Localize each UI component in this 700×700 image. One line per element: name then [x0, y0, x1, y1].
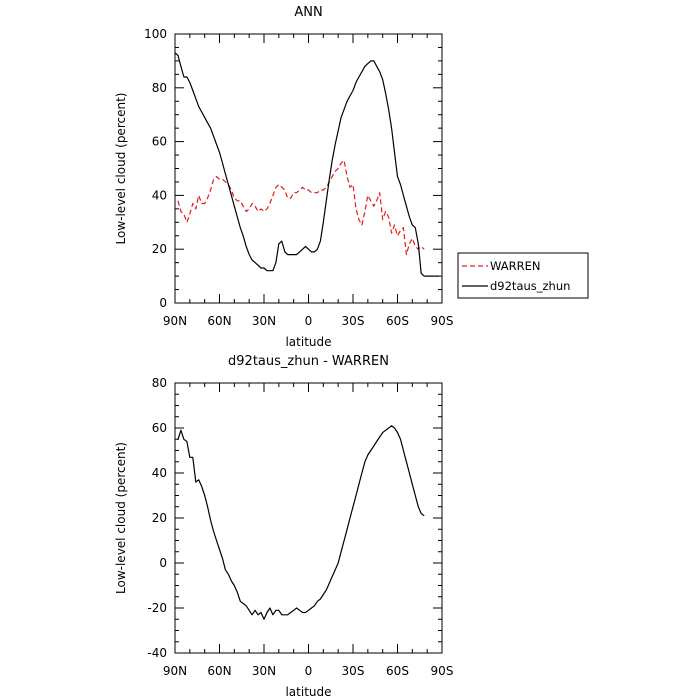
- y-tick-label: 40: [152, 466, 167, 480]
- y-tick-label: 40: [152, 188, 167, 202]
- top-panel: ANN 0 20 40 60 80 100 90N 60N 30N 0 30S 60S 90S latitu…: [114, 5, 453, 349]
- legend: WARREN d92taus_zhun: [457, 252, 589, 299]
- series-line-warren: [177, 159, 425, 256]
- panel-title: ANN: [294, 5, 322, 20]
- y-tick-label: -40: [147, 646, 167, 660]
- y-tick-label: 80: [152, 376, 167, 390]
- x-tick-label: 30S: [342, 664, 365, 678]
- plot-frame: [174, 33, 443, 304]
- x-tick-label: 0: [305, 664, 313, 678]
- y-tick-label: 80: [152, 81, 167, 95]
- series-line-d92taus-zhun: [174, 52, 439, 277]
- legend-label: WARREN: [490, 259, 540, 273]
- legend-box: [457, 252, 589, 299]
- x-tick-label: 90S: [431, 314, 454, 328]
- x-tick-label: 60N: [207, 314, 231, 328]
- x-tick-label: 30N: [252, 314, 276, 328]
- legend-label: d92taus_zhun: [490, 279, 570, 293]
- x-tick-label: 60S: [386, 664, 409, 678]
- x-tick-label: 0: [305, 314, 313, 328]
- series-line-0: [177, 425, 425, 620]
- x-tick-label: 30S: [342, 314, 365, 328]
- y-tick-label: 20: [152, 511, 167, 525]
- y-tick-label: 20: [152, 242, 167, 256]
- x-axis-title: latitude: [285, 335, 331, 349]
- x-tick-label: 90N: [163, 314, 187, 328]
- y-tick-label: -20: [147, 601, 167, 615]
- y-tick-label: 60: [152, 135, 167, 149]
- x-tick-label: 60N: [207, 664, 231, 678]
- y-tick-label: 100: [144, 27, 167, 41]
- plot-frame: [174, 382, 443, 654]
- y-axis-title: Low-level cloud (percent): [114, 442, 128, 594]
- y-axis-title: Low-level cloud (percent): [114, 93, 128, 245]
- bottom-panel: d92taus_zhun - WARREN -40 -20 0 20 40 60 80 90N 6…: [114, 354, 453, 699]
- y-tick-label: 60: [152, 421, 167, 435]
- x-tick-label: 30N: [252, 664, 276, 678]
- x-tick-label: 90N: [163, 664, 187, 678]
- y-tick-label: 0: [159, 556, 167, 570]
- x-tick-label: 60S: [386, 314, 409, 328]
- panel-title: d92taus_zhun - WARREN: [228, 354, 389, 369]
- x-axis-title: latitude: [285, 685, 331, 699]
- x-tick-label: 90S: [431, 664, 454, 678]
- y-tick-label: 0: [159, 296, 167, 310]
